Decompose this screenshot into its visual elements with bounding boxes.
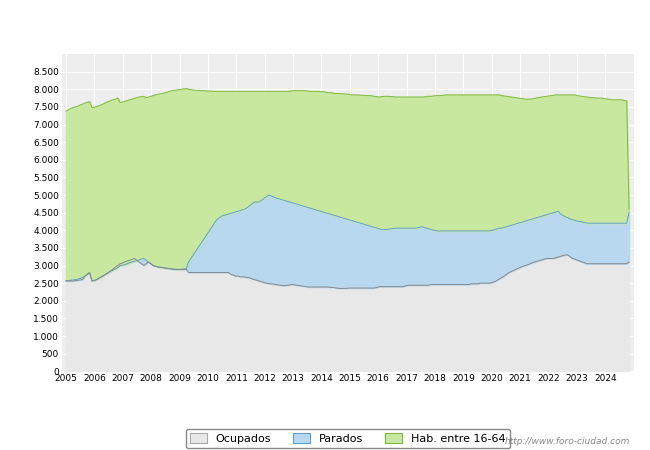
Legend: Ocupados, Parados, Hab. entre 16-64: Ocupados, Parados, Hab. entre 16-64 [185,428,510,448]
Text: Medina-Sidonia  -  Evolucion de la poblacion en edad de Trabajar Noviembre de 20: Medina-Sidonia - Evolucion de la poblaci… [51,18,599,29]
Text: http://www.foro-ciudad.com: http://www.foro-ciudad.com [505,436,630,446]
